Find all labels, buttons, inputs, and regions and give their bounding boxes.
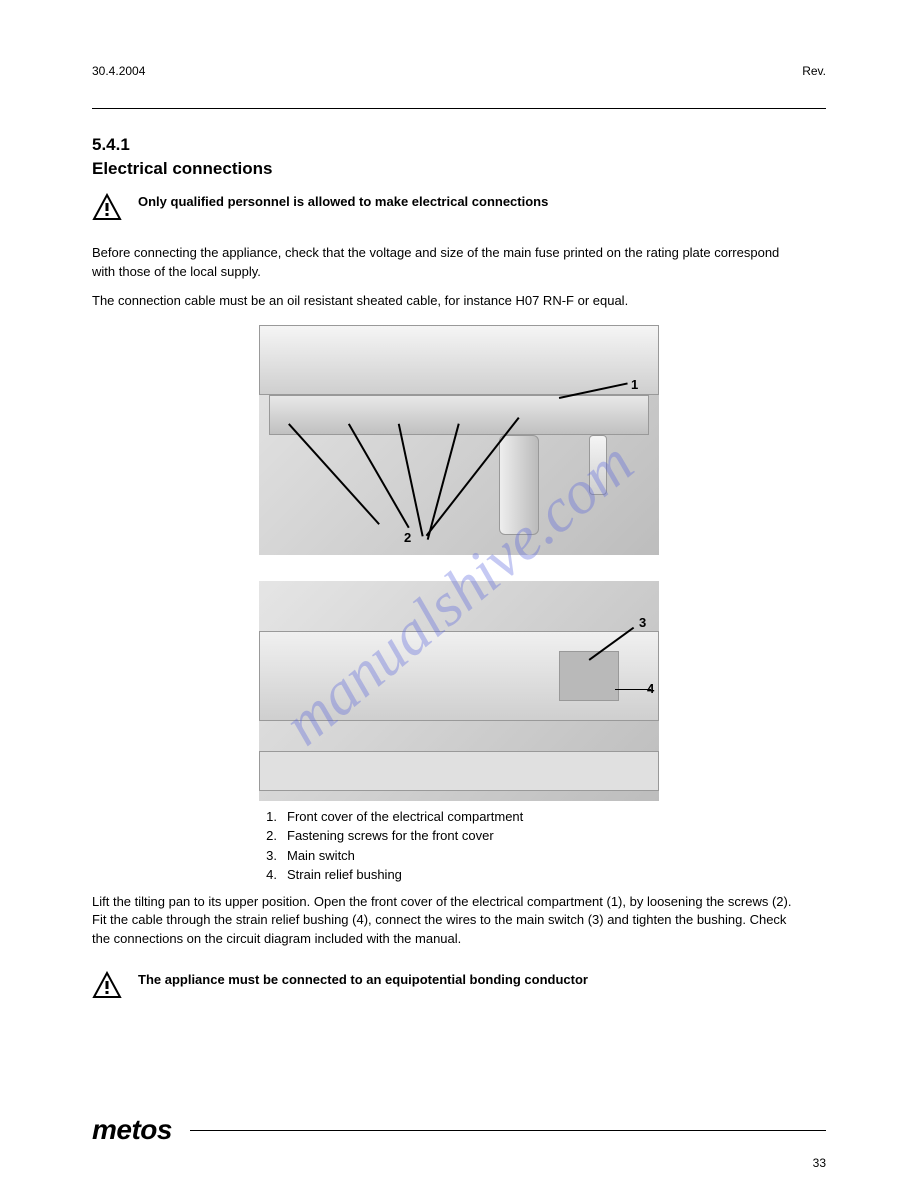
warning-icon	[92, 971, 122, 1004]
legend-num-3: 3.	[259, 846, 277, 866]
legend-text-4: Strain relief bushing	[287, 865, 402, 885]
header-rev: Rev.	[802, 64, 826, 78]
legend-num-2: 2.	[259, 826, 277, 846]
paragraph-2: The connection cable must be an oil resi…	[92, 292, 792, 311]
callout-3: 3	[639, 615, 646, 630]
photo-bottom: 3 4	[259, 581, 659, 801]
warning-text-bottom: The appliance must be connected to an eq…	[138, 971, 588, 990]
callout-4: 4	[647, 681, 654, 696]
legend-text-3: Main switch	[287, 846, 355, 866]
section-number: 5.4.1	[92, 135, 826, 155]
figure-top: 1 2	[259, 325, 659, 555]
header-row: 30.4.2004 Rev.	[92, 64, 826, 78]
paragraph-3: Lift the tilting pan to its upper positi…	[92, 893, 792, 950]
brand-logo: metos	[92, 1114, 172, 1146]
page: 30.4.2004 Rev. 5.4.1 Electrical connecti…	[0, 0, 918, 1188]
figure-legend: 1. Front cover of the electrical compartm…	[259, 807, 659, 885]
legend-text-1: Front cover of the electrical compartmen…	[287, 807, 523, 827]
warning-icon	[92, 193, 122, 226]
header-rule	[92, 108, 826, 109]
section-title: Electrical connections	[92, 159, 826, 179]
callout-1: 1	[631, 377, 638, 392]
figure-bottom: 3 4	[259, 581, 659, 801]
footer: metos	[92, 1114, 826, 1146]
callout-2: 2	[404, 530, 411, 545]
page-number: 33	[813, 1156, 826, 1170]
warning-row-bottom: The appliance must be connected to an eq…	[92, 971, 826, 1004]
paragraph-1: Before connecting the appliance, check t…	[92, 244, 792, 282]
warning-text-top: Only qualified personnel is allowed to m…	[138, 193, 548, 212]
photo-top: 1 2	[259, 325, 659, 555]
warning-row-top: Only qualified personnel is allowed to m…	[92, 193, 826, 226]
footer-rule	[190, 1130, 826, 1131]
legend-num-4: 4.	[259, 865, 277, 885]
legend-text-2: Fastening screws for the front cover	[287, 826, 494, 846]
header-date: 30.4.2004	[92, 64, 145, 78]
legend-num-1: 1.	[259, 807, 277, 827]
